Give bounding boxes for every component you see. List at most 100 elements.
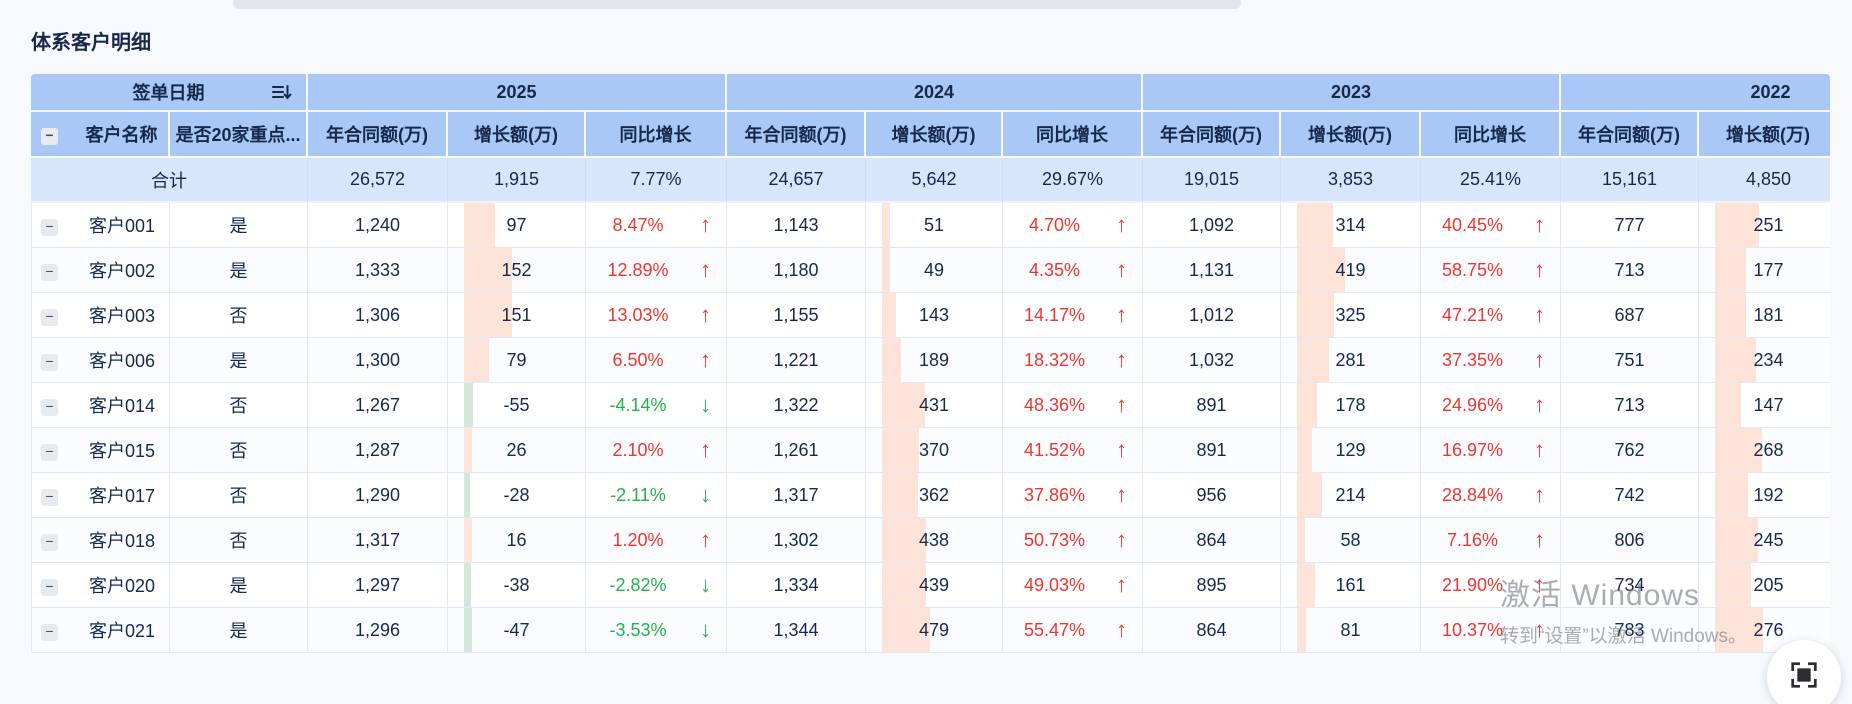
- table-row: − 客户001 是 1,240 97 8.47% ↑ 1,143 51 4.70% ↑ 1,092 31…: [31, 203, 1830, 248]
- trend-down-icon: ↓: [700, 572, 712, 597]
- customer-table: 签单日期 2025 2024 2023 2022: [31, 74, 1830, 654]
- header-key20: 是否20家重点...: [170, 112, 309, 158]
- header-2024-amount: 年合同额(万): [727, 112, 867, 158]
- growth-value: 245: [1753, 529, 1784, 550]
- collapse-all-button[interactable]: −: [41, 127, 58, 145]
- amount-cell: 1,290: [308, 473, 449, 518]
- collapse-row-button[interactable]: −: [41, 623, 58, 641]
- amount-cell: 891: [1143, 383, 1282, 428]
- customer-name-cell: 客户014: [75, 383, 170, 428]
- collapse-row-button[interactable]: −: [41, 398, 58, 416]
- column-group-sign-date: 签单日期: [31, 74, 309, 112]
- header-2023-yoy: 同比增长: [1421, 112, 1562, 158]
- table-row: − 客户021 是 1,296 -47 -3.53% ↓ 1,344 479 55.47% ↑ 864…: [31, 608, 1830, 653]
- sort-icon[interactable]: [270, 81, 292, 103]
- yoy-cell: 21.90% ↑: [1421, 563, 1562, 608]
- growth-bar-positive: [882, 248, 891, 292]
- header-2025-yoy: 同比增长: [586, 112, 728, 158]
- amount-cell: 1,306: [308, 293, 449, 338]
- growth-cell: 192: [1699, 473, 1830, 518]
- amount-cell: 1,267: [308, 383, 449, 428]
- growth-value: 16: [506, 529, 527, 550]
- growth-value: 479: [919, 619, 950, 640]
- amount-cell: 1,240: [308, 203, 449, 248]
- amount-cell: 864: [1143, 608, 1282, 653]
- trend-up-icon: ↑: [700, 212, 712, 237]
- fullscreen-button[interactable]: [1767, 640, 1841, 704]
- key20-cell: 否: [170, 518, 309, 563]
- collapse-row-button[interactable]: −: [41, 353, 58, 371]
- growth-cell: 438: [866, 518, 1004, 563]
- amount-cell: 1,317: [727, 473, 867, 518]
- growth-value: 419: [1335, 259, 1366, 280]
- growth-bar-positive: [1715, 203, 1760, 247]
- key20-cell: 是: [170, 203, 309, 248]
- collapse-row-button[interactable]: −: [41, 533, 58, 551]
- key20-cell: 是: [170, 338, 309, 383]
- growth-bar-positive: [1715, 428, 1763, 472]
- growth-bar-positive: [882, 203, 891, 247]
- yoy-cell: 40.45% ↑: [1421, 203, 1562, 248]
- header-2023-amount: 年合同额(万): [1143, 112, 1282, 158]
- yoy-percent: 6.50%: [612, 349, 664, 370]
- growth-bar-positive: [1297, 608, 1307, 652]
- amount-cell: 956: [1143, 473, 1282, 518]
- collapse-row-button[interactable]: −: [41, 578, 58, 596]
- growth-value: 325: [1335, 304, 1366, 325]
- growth-cell: 49: [866, 248, 1004, 293]
- yoy-percent: 58.75%: [1442, 259, 1504, 280]
- amount-cell: 1,155: [727, 293, 867, 338]
- growth-bar-positive: [1715, 338, 1757, 382]
- growth-cell: 129: [1281, 428, 1422, 473]
- total-row: 合计 26,572 1,915 7.77% 24,657 5,642 29.67% 19,01…: [31, 158, 1830, 203]
- trend-up-icon: ↑: [1534, 347, 1546, 372]
- amount-cell: 1,221: [727, 338, 867, 383]
- yoy-cell: -2.11% ↓: [586, 473, 728, 518]
- yoy-cell: 37.35% ↑: [1421, 338, 1562, 383]
- row-collapse-cell: −: [31, 383, 75, 428]
- collapse-row-button[interactable]: −: [41, 308, 58, 326]
- horizontal-scrollbar[interactable]: [233, 0, 1241, 9]
- yoy-cell: 2.10% ↑: [586, 428, 728, 473]
- header-2023-growth: 增长额(万): [1281, 112, 1422, 158]
- trend-up-icon: ↑: [700, 437, 712, 462]
- growth-bar-positive: [882, 428, 920, 472]
- growth-value: 181: [1753, 304, 1784, 325]
- growth-cell: -47: [448, 608, 587, 653]
- amount-cell: 1,180: [727, 248, 867, 293]
- growth-value: 439: [919, 574, 950, 595]
- growth-bar-positive: [1297, 473, 1323, 517]
- collapse-row-button[interactable]: −: [41, 488, 58, 506]
- amount-cell: 1,012: [1143, 293, 1282, 338]
- collapse-row-button[interactable]: −: [41, 218, 58, 236]
- row-collapse-cell: −: [31, 203, 75, 248]
- header-2025-growth: 增长额(万): [448, 112, 587, 158]
- trend-up-icon: ↑: [1534, 572, 1546, 597]
- yoy-cell: 41.52% ↑: [1003, 428, 1144, 473]
- yoy-cell: 47.21% ↑: [1421, 293, 1562, 338]
- column-group-2022: 2022: [1561, 74, 1830, 112]
- yoy-cell: 13.03% ↑: [586, 293, 728, 338]
- total-amount: 26,572: [308, 158, 449, 203]
- growth-cell: 325: [1281, 293, 1422, 338]
- collapse-row-button[interactable]: −: [41, 263, 58, 281]
- collapse-row-button[interactable]: −: [41, 443, 58, 461]
- growth-bar-positive: [1715, 563, 1752, 607]
- yoy-cell: 10.37% ↑: [1421, 608, 1562, 653]
- customer-name-cell: 客户018: [75, 518, 170, 563]
- yoy-cell: 1.20% ↑: [586, 518, 728, 563]
- growth-cell: 81: [1281, 608, 1422, 653]
- header-2022-growth: 增长额(万): [1699, 112, 1830, 158]
- yoy-percent: -2.11%: [610, 484, 666, 505]
- fullscreen-icon: [1788, 659, 1820, 696]
- yoy-cell: 4.70% ↑: [1003, 203, 1144, 248]
- yoy-cell: 49.03% ↑: [1003, 563, 1144, 608]
- table-row: − 客户017 否 1,290 -28 -2.11% ↓ 1,317 362 37.86% ↑ 956…: [31, 473, 1830, 518]
- growth-cell: 178: [1281, 383, 1422, 428]
- table-body: 合计 26,572 1,915 7.77% 24,657 5,642 29.67% 19,01…: [31, 158, 1830, 653]
- amount-cell: 1,333: [308, 248, 449, 293]
- growth-cell: 314: [1281, 203, 1422, 248]
- trend-up-icon: ↑: [700, 347, 712, 372]
- growth-cell: 251: [1699, 203, 1830, 248]
- total-yoy: 7.77%: [586, 158, 728, 203]
